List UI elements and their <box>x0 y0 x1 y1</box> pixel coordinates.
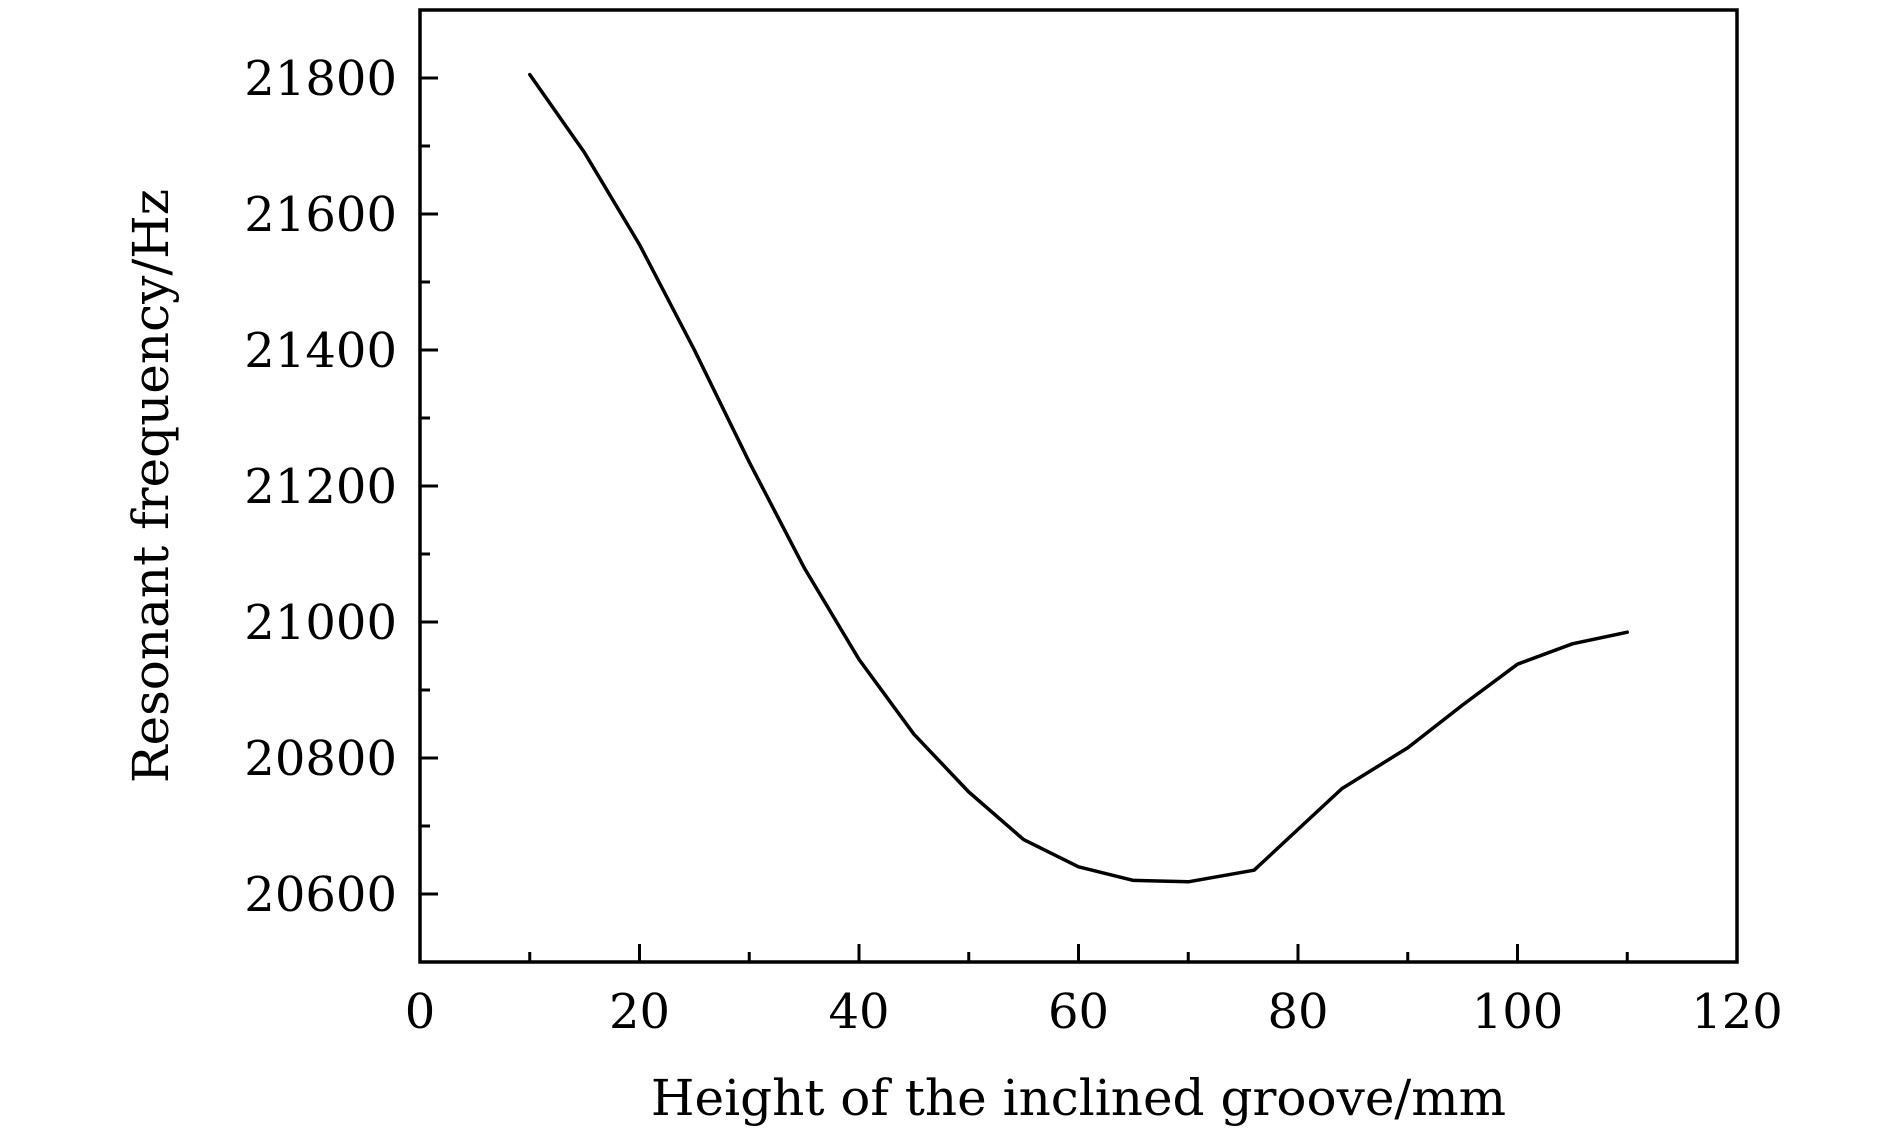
x-tick-label: 60 <box>1048 984 1109 1040</box>
y-tick-label: 21800 <box>244 51 397 107</box>
plot-frame <box>418 8 1739 964</box>
series-line <box>528 72 1630 884</box>
y-tick-label: 21400 <box>244 323 397 379</box>
y-tick-label: 21200 <box>244 459 397 515</box>
y-axis-title: Resonant frequency/Hz <box>122 189 180 783</box>
x-tick-label: 100 <box>1472 984 1564 1040</box>
x-tick-label: 40 <box>828 984 889 1040</box>
tick-labels-layer: 0 20 40 60 80 100 120 20600 20800 21000 21200 21400… <box>244 51 1783 1040</box>
x-tick-label: 20 <box>609 984 670 1040</box>
x-axis-title: Height of the inclined groove/mm <box>651 1069 1506 1127</box>
x-tick-label: 0 <box>405 984 436 1040</box>
y-tick-label: 21600 <box>244 187 397 243</box>
y-tick-label: 21000 <box>244 595 397 651</box>
x-tick-label: 120 <box>1691 984 1783 1040</box>
y-tick-label: 20600 <box>244 867 397 923</box>
x-tick-label: 80 <box>1267 984 1328 1040</box>
y-tick-label: 20800 <box>244 731 397 787</box>
